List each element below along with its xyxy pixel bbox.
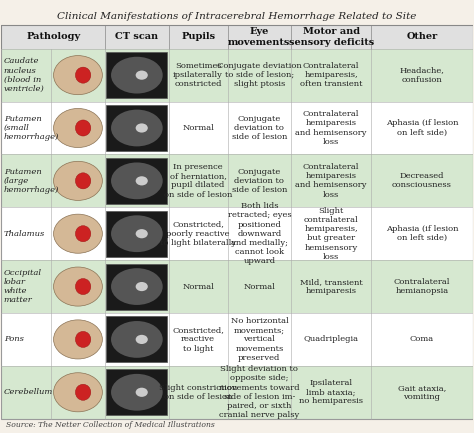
Bar	[1, 260, 473, 313]
Ellipse shape	[75, 384, 91, 401]
Text: Pathology: Pathology	[26, 32, 80, 42]
Text: Conjugate deviation
to side of lesion;
slight ptosis: Conjugate deviation to side of lesion; s…	[217, 62, 302, 88]
Text: Contralateral
hemiparesis,
often transient: Contralateral hemiparesis, often transie…	[300, 62, 363, 88]
Bar	[107, 317, 167, 362]
Text: Both lids
retracted; eyes
positioned
downward
and medially;
cannot look
upward: Both lids retracted; eyes positioned dow…	[228, 202, 291, 265]
Bar	[107, 105, 167, 151]
Text: Ipsilateral
limb ataxia;
no hemiparesis: Ipsilateral limb ataxia; no hemiparesis	[299, 379, 363, 405]
Text: Normal: Normal	[244, 283, 275, 291]
Ellipse shape	[75, 120, 91, 136]
Bar	[1, 102, 473, 155]
Ellipse shape	[111, 268, 163, 305]
Ellipse shape	[136, 282, 148, 291]
Text: No horizontal
movements;
vertical
movements
preserved: No horizontal movements; vertical moveme…	[230, 317, 288, 362]
Ellipse shape	[111, 215, 163, 252]
Ellipse shape	[54, 320, 102, 359]
Bar	[107, 369, 167, 415]
Text: Decreased
consciousness: Decreased consciousness	[392, 172, 452, 190]
Text: In presence
of herniation,
pupil dilated
on side of lesion: In presence of herniation, pupil dilated…	[164, 163, 232, 199]
Ellipse shape	[111, 374, 163, 410]
Bar	[107, 52, 167, 98]
Text: CT scan: CT scan	[115, 32, 158, 42]
Bar	[1, 155, 473, 207]
Text: Constricted,
reactive
to light: Constricted, reactive to light	[172, 326, 224, 352]
Bar	[107, 158, 167, 204]
Text: Occipital
lobar
white
matter: Occipital lobar white matter	[4, 269, 42, 304]
Text: Mild, transient
hemiparesis: Mild, transient hemiparesis	[300, 278, 363, 295]
Text: Normal: Normal	[182, 283, 214, 291]
Text: Other: Other	[406, 32, 438, 42]
Text: Pons: Pons	[4, 336, 24, 343]
Bar	[1, 366, 473, 419]
Ellipse shape	[75, 173, 91, 189]
Text: Clinical Manifestations of Intracerebral Hemorrhage Related to Site: Clinical Manifestations of Intracerebral…	[57, 12, 417, 21]
Bar	[107, 264, 167, 310]
Bar	[1, 25, 473, 49]
Text: Coma: Coma	[410, 336, 434, 343]
Ellipse shape	[136, 388, 148, 397]
Ellipse shape	[136, 335, 148, 344]
Text: Slight constriction
on side of lesion: Slight constriction on side of lesion	[159, 384, 237, 401]
Bar	[1, 49, 473, 102]
Text: Constricted,
poorly reactive
to light bilaterally: Constricted, poorly reactive to light bi…	[160, 220, 236, 247]
Text: Gait ataxia,
vomiting: Gait ataxia, vomiting	[398, 384, 446, 401]
Ellipse shape	[54, 55, 102, 95]
Ellipse shape	[54, 108, 102, 148]
Text: Sometimes
ipsilaterally
constricted: Sometimes ipsilaterally constricted	[173, 62, 223, 88]
Ellipse shape	[136, 176, 148, 185]
Text: Thalamus: Thalamus	[4, 230, 45, 238]
Text: Conjugate
deviation to
side of lesion: Conjugate deviation to side of lesion	[232, 168, 287, 194]
Text: Slight deviation to
opposite side;
movements toward
side of lesion im-
paired, o: Slight deviation to opposite side; movem…	[219, 365, 300, 419]
Ellipse shape	[54, 214, 102, 253]
Ellipse shape	[111, 57, 163, 94]
Ellipse shape	[75, 331, 91, 347]
Ellipse shape	[111, 162, 163, 199]
Text: Motor and
sensory deficits: Motor and sensory deficits	[289, 27, 374, 47]
Text: Putamen
(small
hemorrhage): Putamen (small hemorrhage)	[4, 115, 59, 141]
Bar	[1, 313, 473, 366]
Ellipse shape	[111, 110, 163, 146]
Ellipse shape	[75, 226, 91, 242]
Text: Cerebellum: Cerebellum	[4, 388, 53, 396]
Ellipse shape	[54, 162, 102, 200]
Text: Aphasia (if lesion
on left side): Aphasia (if lesion on left side)	[386, 225, 458, 242]
Ellipse shape	[54, 267, 102, 306]
Text: Normal: Normal	[182, 124, 214, 132]
Text: Putamen
(large
hemorrhage): Putamen (large hemorrhage)	[4, 168, 59, 194]
Ellipse shape	[75, 67, 91, 83]
Ellipse shape	[136, 123, 148, 132]
Bar	[1, 207, 473, 260]
Ellipse shape	[54, 373, 102, 412]
Ellipse shape	[136, 229, 148, 238]
Text: Eye
movements: Eye movements	[228, 27, 291, 47]
Ellipse shape	[75, 278, 91, 294]
Text: Source: The Netter Collection of Medical Illustrations: Source: The Netter Collection of Medical…	[6, 421, 215, 429]
Text: Contralateral
hemiparesis
and hemisensory
loss: Contralateral hemiparesis and hemisensor…	[295, 163, 367, 199]
Ellipse shape	[111, 321, 163, 358]
Text: Quadriplegia: Quadriplegia	[304, 336, 359, 343]
Ellipse shape	[136, 71, 148, 80]
Text: Slight
contralateral
hemiparesis,
but greater
hemisensory
loss: Slight contralateral hemiparesis, but gr…	[304, 207, 359, 261]
Text: Contralateral
hemianopsia: Contralateral hemianopsia	[394, 278, 450, 295]
Text: Aphasia (if lesion
on left side): Aphasia (if lesion on left side)	[386, 120, 458, 136]
Bar	[107, 211, 167, 257]
Text: Contralateral
hemiparesis
and hemisensory
loss: Contralateral hemiparesis and hemisensor…	[295, 110, 367, 146]
Text: Pupils: Pupils	[181, 32, 215, 42]
Text: Caudate
nucleus
(blood in
ventricle): Caudate nucleus (blood in ventricle)	[4, 57, 45, 93]
Text: Headache,
confusion: Headache, confusion	[400, 67, 445, 84]
Text: Conjugate
deviation to
side of lesion: Conjugate deviation to side of lesion	[232, 115, 287, 141]
